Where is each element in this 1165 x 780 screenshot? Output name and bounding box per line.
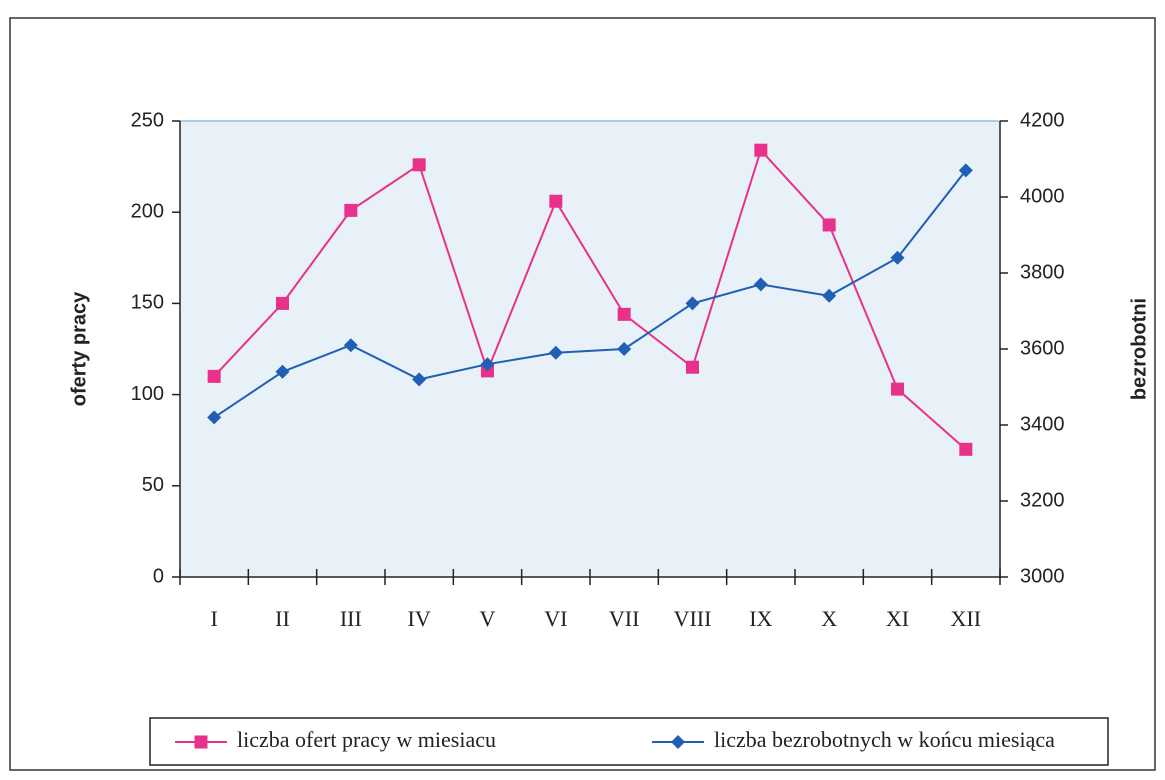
point [891,382,904,396]
legend-box [149,717,1109,766]
x-tick-label: XI [886,606,909,631]
x-tick-label: X [821,606,837,631]
y-tick-label: 200 [131,200,164,222]
point [548,345,563,360]
point [958,163,973,178]
point [276,296,289,310]
x-tick-label: VI [544,606,567,631]
y-tick-label: 100 [131,383,164,405]
x-tick-label: I [211,606,218,631]
y2-tick-label: 4000 [1020,185,1065,207]
y-axis-label: oferty pracy [68,291,90,406]
legend-marker [194,735,208,749]
y2-axis-label: bezrobotni [1128,298,1150,400]
x-tick-label: V [480,606,496,631]
point [890,250,905,265]
x-tick-label: IV [408,606,431,631]
y-tick-label: 0 [153,565,164,587]
x-tick-label: III [340,606,362,631]
x-tick-label: II [275,606,290,631]
point [617,342,632,356]
point [412,372,427,387]
point [959,442,973,456]
point [822,218,836,232]
y2-tick-label: 3400 [1020,413,1065,435]
point [207,369,221,383]
y2-tick-label: 3000 [1020,565,1065,587]
x-tick-label: IX [749,606,772,631]
point [207,410,222,425]
y-tick-label: 150 [131,292,164,314]
point [549,194,563,208]
x-tick-label: XII [951,606,982,631]
y2-tick-label: 3200 [1020,489,1065,511]
y-tick-label: 250 [131,109,164,131]
point [480,357,495,372]
point [275,364,290,379]
legend-marker [671,735,685,749]
legend-label: liczba bezrobotnych w końcu miesiąca [714,727,1055,752]
point [754,143,768,157]
point [822,288,837,303]
y2-tick-label: 4200 [1020,109,1065,131]
point [412,158,426,172]
point [343,338,358,353]
y2-tick-label: 3600 [1020,337,1065,359]
point [685,296,700,311]
point [344,203,358,217]
x-tick-label: VIII [674,606,712,631]
point [617,307,631,321]
y-tick-label: 50 [142,474,164,496]
x-tick-label: VII [609,606,640,631]
y2-tick-label: 3800 [1020,261,1065,283]
legend-label: liczba ofert pracy w miesiacu [237,727,496,752]
point [686,360,699,374]
plot-area [180,121,1000,577]
series-line [213,148,967,451]
series-line [213,169,967,419]
point [753,277,768,292]
